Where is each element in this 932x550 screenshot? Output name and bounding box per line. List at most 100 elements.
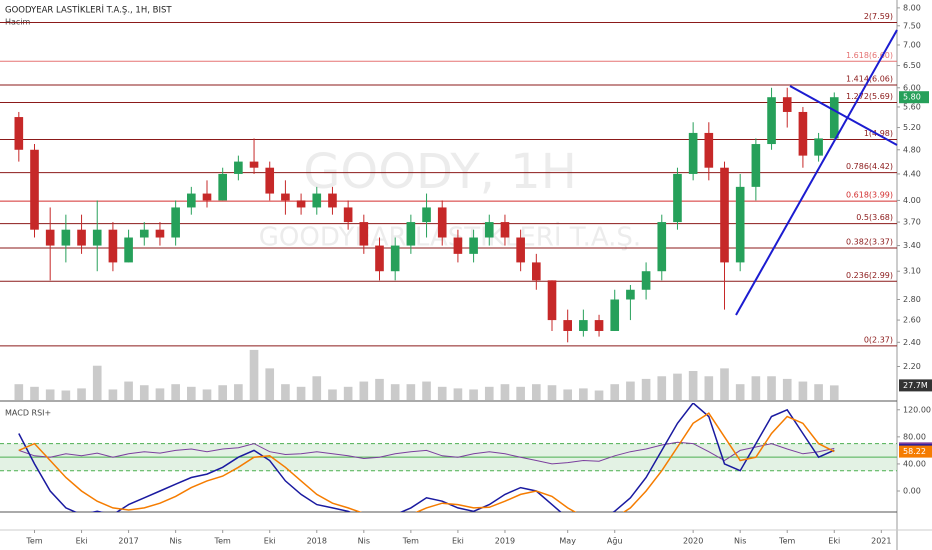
candle-body	[767, 97, 776, 145]
candle-body	[265, 167, 275, 194]
volume-bar	[390, 384, 400, 400]
volume-bar	[767, 376, 776, 400]
fib-label: 0.618(3.99)	[846, 191, 893, 200]
candle-body	[626, 289, 635, 300]
x-tick-label: 2020	[683, 537, 703, 546]
candle-body	[673, 173, 682, 223]
y-tick-label: 6.00	[903, 83, 921, 92]
candle-body	[249, 161, 259, 168]
x-tick-label: Eki	[828, 537, 840, 546]
y-tick-label: 3.10	[903, 267, 921, 276]
y-tick-label: 8.00	[903, 3, 921, 12]
indicator-line	[18, 441, 835, 465]
candle-body	[532, 262, 541, 281]
candle-body	[312, 193, 322, 208]
y-tick-label: 80.00	[903, 432, 926, 441]
volume-bar	[45, 389, 55, 400]
volume-bar	[673, 373, 682, 400]
volume-bar	[343, 386, 353, 400]
y-tick-label: 3.70	[903, 218, 921, 227]
candle-body	[155, 229, 165, 238]
volume-bar	[296, 386, 306, 400]
candle-body	[579, 320, 588, 331]
candle-body	[594, 320, 604, 331]
trend-line	[735, 29, 898, 316]
candle-body	[657, 222, 667, 272]
volume-bar	[829, 385, 839, 400]
volume-bar	[14, 384, 24, 400]
candle-body	[187, 193, 196, 208]
last-price-label: 5.80	[903, 93, 921, 102]
y-tick-label: 2.60	[903, 316, 921, 325]
candle-body	[406, 222, 416, 246]
candle-body	[281, 193, 290, 201]
x-tick-label: Nis	[169, 537, 181, 546]
volume-bar	[547, 385, 557, 400]
candle-body	[547, 280, 557, 321]
x-tick-label: 2017	[118, 537, 138, 546]
x-tick-label: Tem	[214, 537, 231, 546]
last-price-box	[899, 91, 929, 104]
fib-label: 1.272(5.69)	[846, 92, 893, 101]
fib-label: 1.618(6.60)	[846, 51, 893, 60]
volume-bar	[641, 378, 651, 400]
volume-bar	[77, 388, 86, 400]
y-tick-label: 2.80	[903, 295, 921, 304]
candle-body	[641, 271, 651, 290]
candle-body	[30, 149, 39, 230]
candle-body	[453, 237, 463, 254]
candle-body	[610, 299, 620, 331]
candle-body	[124, 237, 133, 263]
candle-body	[359, 222, 369, 246]
volume-bar	[202, 389, 212, 400]
candle-body	[45, 229, 55, 246]
volume-last-label: 27.7M	[903, 381, 928, 390]
y-tick-label: 40.00	[903, 459, 926, 468]
y-tick-label: 7.50	[903, 21, 921, 30]
candle-body	[218, 173, 227, 201]
y-tick-label: 2.40	[903, 338, 921, 347]
volume-bar	[139, 385, 149, 400]
fib-label: 2(7.59)	[864, 12, 893, 21]
y-tick-label: 5.60	[903, 102, 921, 111]
indicator-title: MACD RSI+	[5, 409, 51, 418]
watermark-subtitle: GOODYEAR LASTİKLERİ T.A.Ş.	[259, 221, 641, 253]
volume-bar	[92, 365, 102, 400]
volume-bar	[563, 389, 572, 400]
candle-body	[108, 229, 118, 263]
volume-last-box	[899, 379, 932, 392]
candle-body	[484, 222, 494, 238]
trend-line	[789, 85, 898, 146]
volume-bar	[108, 389, 118, 400]
indicator-line	[18, 412, 835, 512]
candle-body	[422, 207, 431, 223]
indicator-last-label: 58.22	[903, 447, 926, 456]
volume-bar	[187, 386, 196, 400]
x-tick-label: 2021	[871, 537, 891, 546]
candle-body	[343, 207, 353, 223]
volume-bar	[782, 378, 792, 400]
volume-bar	[312, 376, 322, 400]
volume-bar	[814, 384, 823, 400]
x-tick-label: Nis	[734, 537, 746, 546]
volume-bar	[124, 381, 133, 400]
x-tick-label: 2019	[495, 537, 515, 546]
y-tick-label: 5.20	[903, 123, 921, 132]
volume-bar	[500, 384, 510, 400]
y-tick-label: 4.80	[903, 145, 921, 154]
candle-body	[202, 193, 212, 201]
candle-body	[751, 144, 761, 187]
candle-body	[814, 138, 823, 156]
y-tick-label: 4.40	[903, 169, 921, 178]
volume-bar	[249, 349, 259, 400]
candle-body	[437, 207, 447, 238]
candle-body	[735, 186, 745, 263]
candle-body	[328, 193, 337, 208]
x-tick-label: Eki	[452, 537, 464, 546]
watermark: GOODY, 1H	[303, 144, 577, 200]
fib-label: 0(2.37)	[864, 335, 893, 344]
candle-body	[798, 111, 808, 156]
fib-label: 0.236(2.99)	[846, 271, 893, 280]
volume-bar	[751, 376, 761, 400]
